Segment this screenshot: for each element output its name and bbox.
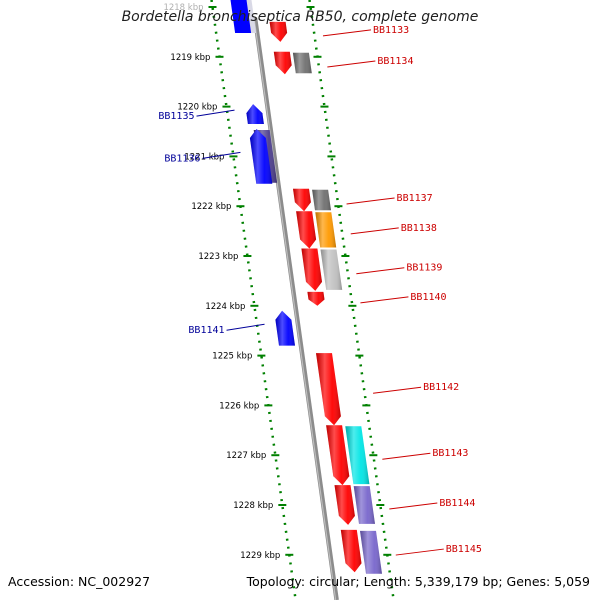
tick-label: 1229 kbp — [240, 551, 280, 561]
backbone-highlight — [253, 17, 337, 601]
gene-label-bb1135[interactable]: BB1135 — [158, 111, 194, 122]
tick-label: 1221 kbp — [184, 152, 224, 162]
label-leader-line — [346, 197, 395, 205]
gene-arrow-offscreen — [230, 0, 252, 33]
gene-bb1136[interactable] — [249, 129, 273, 184]
gene-arrow-shading — [273, 51, 292, 75]
gene-arrow-shading — [326, 425, 350, 486]
gene-bb1140[interactable] — [307, 291, 325, 306]
scale-ticks: 1218 kbp 1219 kbp 1220 kbp 1221 kbp 1222 kbp… — [163, 0, 395, 601]
tick-label: 1220 kbp — [177, 103, 217, 113]
label-leader-line — [356, 267, 405, 275]
gene-label-bb1137[interactable]: BB1137 — [397, 193, 433, 204]
label-leader-line — [360, 296, 409, 304]
feature-block-shading — [315, 212, 337, 248]
backbone-line — [252, 17, 339, 601]
gene-label-bb1139[interactable]: BB1139 — [406, 263, 442, 274]
gene-label-bb1134[interactable]: BB1134 — [377, 56, 413, 67]
map-title: Bordetella bronchiseptica RB50, complete… — [121, 9, 479, 25]
gene-bb1134[interactable] — [273, 51, 292, 75]
label-leader-line — [226, 323, 265, 331]
gene-arrow-shading — [316, 353, 341, 426]
gene-arrow-shading — [269, 21, 288, 42]
tick-label: 1223 kbp — [198, 252, 238, 262]
feature-block-shading — [292, 52, 312, 74]
label-leader-line — [196, 109, 235, 117]
gene-arrow-shading — [340, 529, 362, 573]
gene-label-bb1142[interactable]: BB1142 — [423, 382, 459, 393]
gene-bb1137[interactable] — [293, 188, 311, 212]
gene-labels: BB1133 BB1134 BB1135 BB1136 BB1137 BB1138 BB11… — [158, 25, 482, 556]
tick-label: 1227 kbp — [226, 451, 266, 461]
label-leader-line — [202, 151, 241, 159]
label-leader-line — [389, 502, 438, 510]
gene-arrow-shading — [307, 291, 325, 306]
label-leader-line — [327, 60, 376, 68]
gene-label-bb1144[interactable]: BB1144 — [439, 498, 475, 509]
gene-arrow-shading — [246, 104, 264, 124]
gene-arrow-shading — [293, 188, 311, 212]
gene-arrow-shading — [249, 129, 273, 184]
gene-bb1133[interactable] — [269, 21, 288, 42]
label-leader-line — [373, 386, 422, 394]
feature-block-shading — [353, 486, 375, 524]
label-leader-line — [382, 452, 431, 460]
label-leader-line — [322, 29, 372, 37]
feature-block-shading — [360, 530, 382, 574]
label-leader-line — [395, 548, 444, 556]
tick-label: 1226 kbp — [219, 401, 259, 411]
tick-label: 1225 kbp — [212, 352, 252, 362]
scale-line-right — [308, 0, 395, 601]
label-leader-line — [350, 227, 399, 235]
gene-label-bb1145[interactable]: BB1145 — [446, 544, 482, 555]
gene-label-bb1140[interactable]: BB1140 — [410, 292, 446, 303]
genome-summary-text: Topology: circular; Length: 5,339,179 bp… — [246, 574, 590, 589]
gene-arrow-shading — [334, 485, 355, 525]
gene-label-bb1133[interactable]: BB1133 — [373, 25, 409, 36]
gene-label-bb1136[interactable]: BB1136 — [164, 153, 200, 164]
gene-arrow-shading — [301, 248, 322, 291]
gene-arrow-shading — [275, 310, 295, 346]
scale-line-left — [210, 0, 297, 601]
feature-block-shading — [320, 249, 343, 290]
accession-text: Accession: NC_002927 — [8, 574, 151, 589]
gene-bb1139[interactable] — [301, 248, 322, 291]
tick-label: 1228 kbp — [233, 501, 273, 511]
gene-bb1143[interactable] — [326, 425, 350, 486]
gene-bb1141[interactable] — [275, 310, 295, 346]
gene-bb1145[interactable] — [340, 529, 362, 573]
gene-bb1138[interactable] — [296, 211, 317, 249]
tick-label: 1218 kbp — [163, 3, 203, 13]
gene-label-bb1143[interactable]: BB1143 — [432, 448, 468, 459]
gene-track — [230, 0, 362, 573]
feature-block-shading — [312, 189, 331, 211]
gene-bb1135[interactable] — [246, 104, 264, 124]
gene-bb1142[interactable] — [316, 353, 341, 426]
gene-bb1144[interactable] — [334, 485, 355, 525]
tick-label: 1222 kbp — [191, 202, 231, 212]
gene-label-bb1138[interactable]: BB1138 — [401, 223, 437, 234]
feature-block-shading — [345, 426, 370, 485]
tick-label: 1219 kbp — [170, 53, 210, 63]
gene-label-bb1141[interactable]: BB1141 — [188, 325, 224, 336]
genome-backbone — [252, 17, 339, 601]
feature-track — [235, 0, 382, 574]
tick-label: 1224 kbp — [205, 302, 245, 312]
gene-arrow-shading — [296, 211, 317, 249]
